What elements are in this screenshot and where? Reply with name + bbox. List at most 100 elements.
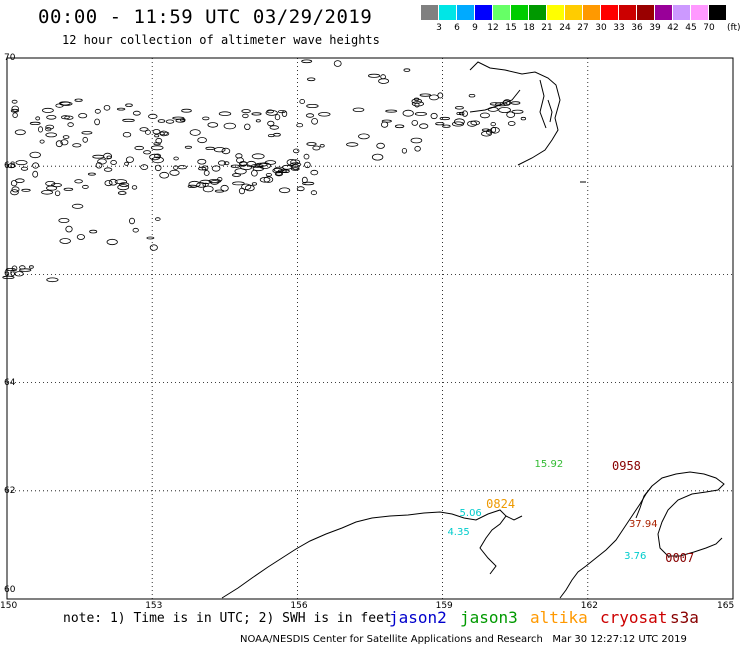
ice-contour <box>306 104 319 109</box>
ice-contour <box>187 184 197 188</box>
ice-contour <box>202 116 210 121</box>
ice-contour <box>479 112 490 119</box>
ice-contour <box>428 94 439 101</box>
ice-contour <box>114 179 128 185</box>
ice-contour <box>103 105 111 111</box>
ice-contour <box>10 108 19 113</box>
ice-contour <box>131 185 138 190</box>
ice-contour <box>207 122 219 128</box>
ice-contour <box>58 217 70 223</box>
swh-observation-label: 0824 <box>486 497 516 512</box>
ice-contour <box>410 137 423 144</box>
ice-contour <box>152 129 161 135</box>
ice-contour <box>307 77 316 82</box>
ice-contour <box>456 112 462 116</box>
ice-contour <box>35 116 41 121</box>
legend-label: 70 <box>703 23 715 33</box>
ice-contour <box>520 116 527 121</box>
ice-contour <box>197 158 207 165</box>
ice-contour <box>259 177 271 183</box>
ice-contour <box>267 120 275 127</box>
map-title: 00:00 - 11:59 UTC 03/29/2019 <box>38 6 373 28</box>
ice-contour <box>104 180 113 187</box>
lat-tick-label: 66 <box>4 269 16 280</box>
ice-contour <box>299 99 306 105</box>
ice-contour <box>94 108 101 114</box>
ice-contour <box>232 181 245 186</box>
ice-contour <box>124 161 129 166</box>
ice-contour <box>201 165 209 171</box>
legend-label: 9 <box>472 23 478 33</box>
ice-contour <box>116 107 126 111</box>
ice-contour <box>63 187 74 191</box>
ice-contour <box>14 271 24 277</box>
ice-contour <box>97 158 107 165</box>
ice-contour <box>67 122 74 127</box>
ice-contour <box>371 153 384 161</box>
ice-contour <box>10 189 19 196</box>
ice-contour <box>19 268 32 272</box>
ice-contour <box>414 145 421 152</box>
ice-contour <box>275 170 283 176</box>
legend-swatch <box>601 5 618 20</box>
ice-contour <box>132 227 139 233</box>
legend-label: 39 <box>649 23 661 33</box>
ice-contour <box>184 145 192 149</box>
ice-contour <box>155 217 161 221</box>
ice-contour <box>217 177 223 182</box>
ice-contour <box>234 168 247 175</box>
ice-contour <box>411 98 423 104</box>
ice-contour <box>89 229 98 234</box>
ice-contour <box>439 116 451 121</box>
legend-swatch <box>493 5 510 20</box>
lon-tick-label: 153 <box>145 601 163 611</box>
ice-contour <box>252 166 264 172</box>
ice-contour <box>54 190 61 197</box>
ice-contour <box>269 125 280 130</box>
ice-contour <box>498 107 511 114</box>
ice-contour <box>140 164 149 170</box>
ice-contour <box>144 129 151 135</box>
lon-tick-label: 162 <box>580 601 598 611</box>
ice-contour <box>202 185 214 193</box>
ice-contour <box>419 123 429 129</box>
sea-ice-contours <box>2 59 527 283</box>
ice-contour <box>41 190 54 195</box>
legend-label: 15 <box>505 23 517 33</box>
legend-swatch <box>547 5 564 20</box>
ice-contour <box>39 139 45 144</box>
ice-contour <box>255 119 261 123</box>
ice-contour <box>510 101 521 105</box>
lat-tick-label: 60 <box>4 585 16 595</box>
ice-contour <box>311 118 319 125</box>
ice-contour <box>173 156 179 161</box>
ice-contour <box>95 162 103 169</box>
map-frame <box>6 57 734 600</box>
ice-contour <box>385 109 398 113</box>
ice-contour <box>205 146 215 150</box>
ice-contour <box>230 164 241 168</box>
ice-contour <box>211 165 221 172</box>
legend-swatch <box>691 5 708 20</box>
ice-contour <box>28 265 34 269</box>
ice-contour <box>305 113 315 118</box>
ice-contour <box>280 169 290 174</box>
ice-contour <box>235 153 243 159</box>
ice-contour <box>251 112 262 116</box>
ice-contour <box>208 179 222 184</box>
ice-contour <box>29 151 41 159</box>
ice-contour <box>402 109 414 117</box>
ice-contour <box>290 159 301 165</box>
ice-contour <box>110 159 117 165</box>
ice-contour <box>467 120 478 127</box>
swh-observation-label: 15.92 <box>534 459 564 471</box>
ice-contour <box>244 123 251 130</box>
ice-contour <box>81 131 93 135</box>
ice-contour <box>352 107 365 112</box>
legend-label: 3 <box>436 23 442 33</box>
coastline-north <box>469 61 586 183</box>
ice-contour <box>134 145 145 151</box>
legend-swatch <box>511 5 528 20</box>
ice-contour <box>159 130 168 137</box>
ice-contour <box>149 244 158 251</box>
